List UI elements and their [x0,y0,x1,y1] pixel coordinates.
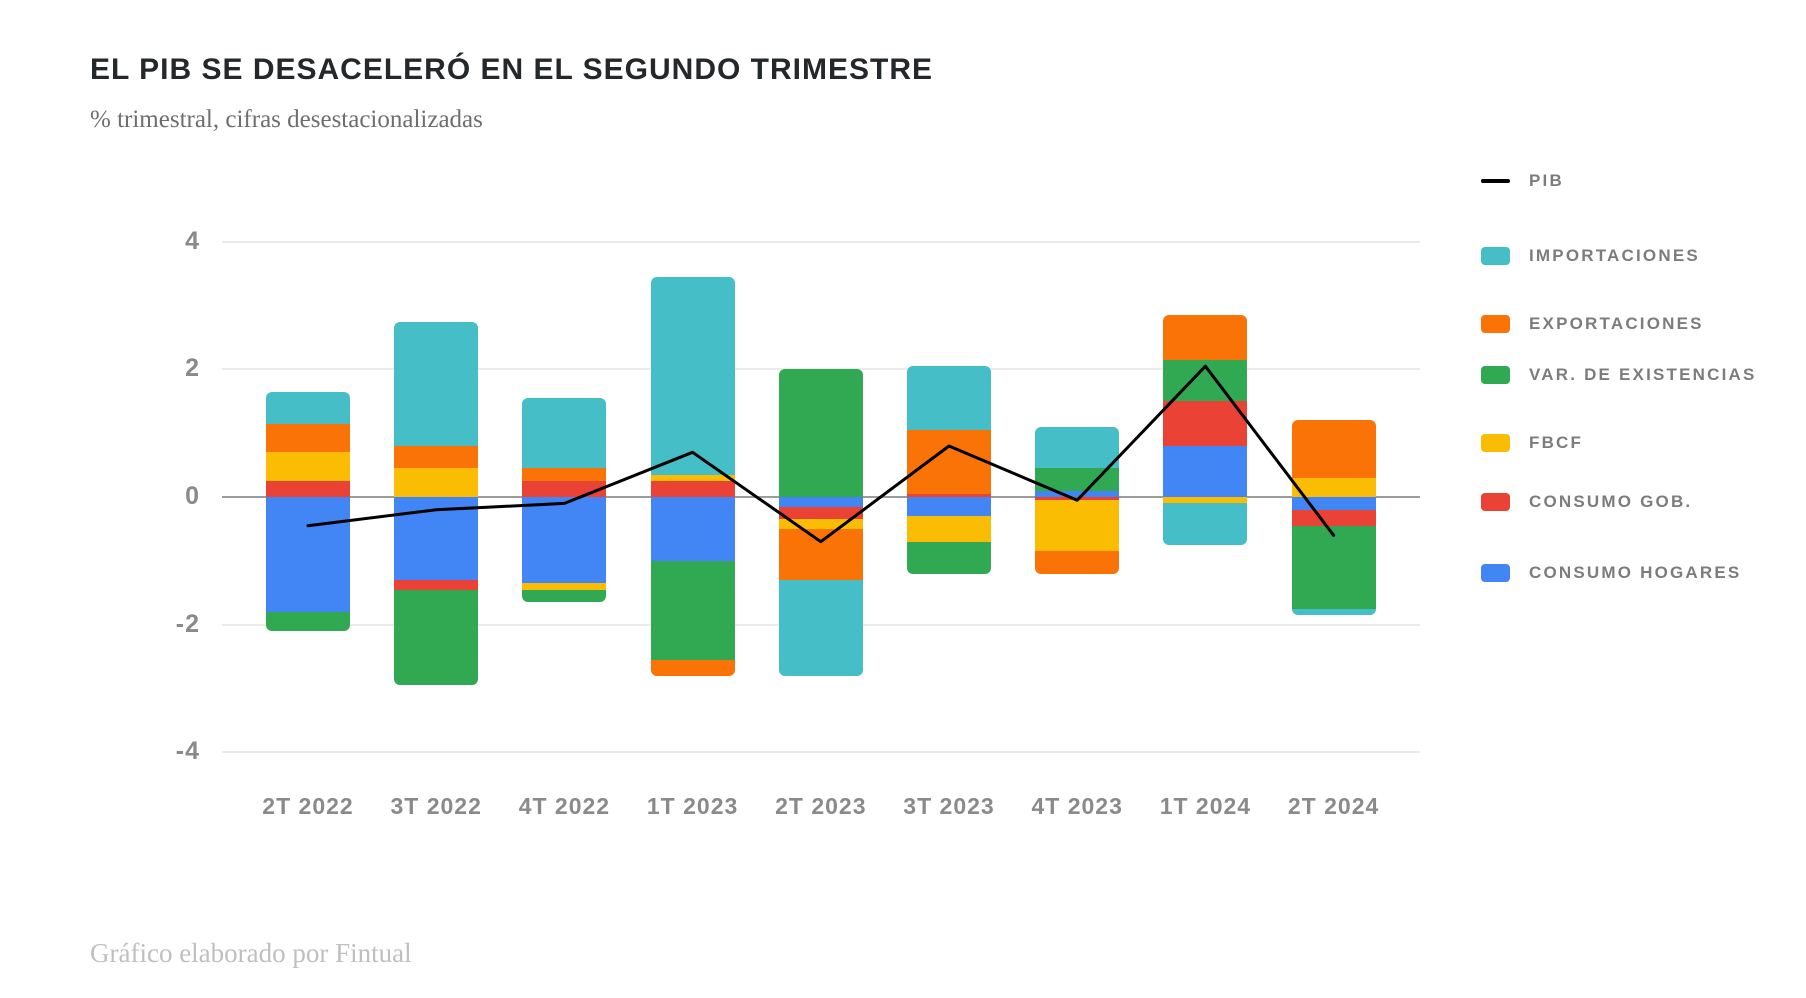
footer-credit: Gráfico elaborado por Fintual [90,938,412,968]
x-axis-label-1t-2024: 1T 2024 [1159,793,1252,819]
bar-segment-2t-2022-importaciones [266,391,350,424]
legend-color-swatch-icon [1481,315,1510,333]
legend-item-exportaciones: EXPORTACIONES [1481,309,1704,339]
bar-segment-2t-2023-exportaciones [778,528,863,580]
bar-segment-1t-2023-var-de-existencias [650,560,735,660]
gridline-4 [222,240,1420,243]
bar-segment-2t-2023-consumo-gob [778,506,863,520]
legend-line-swatch-icon [1481,179,1510,183]
bar-segment-3t-2022-exportaciones [394,445,479,469]
legend-label: PIB [1529,171,1564,190]
bar-segment-4t-2022-consumo-hogares [522,497,607,584]
chart-subtitle: % trimestral, cifras desestacionalizadas [90,106,483,133]
bar-segment-1t-2024-exportaciones [1163,315,1248,360]
bar-segment-3t-2023-importaciones [907,366,991,430]
bar-segment-2t-2022-var-de-existencias [266,611,350,631]
chart-title: EL PIB SE DESACELERÓ EN EL SEGUNDO TRIME… [90,53,934,86]
bar-segment-2t-2022-consumo-gob [266,481,350,497]
bar-segment-3t-2022-consumo-gob [394,579,479,590]
x-axis-label-4t-2022: 4T 2022 [518,793,611,819]
bar-segment-3t-2023-consumo-gob [907,493,991,497]
bar-segment-3t-2022-consumo-hogares [394,497,479,580]
y-axis-tick-4: 4 [185,226,200,255]
bar-segment-1t-2024-consumo-hogares [1163,445,1248,497]
bar-segment-2t-2024-fbcf [1291,477,1376,497]
legend-color-swatch-icon [1481,366,1510,384]
legend-label: IMPORTACIONES [1529,246,1700,265]
legend-color-swatch-icon [1481,434,1510,452]
bar-segment-2t-2024-consumo-hogares [1291,497,1376,510]
bar-segment-4t-2023-fbcf [1035,500,1120,552]
bar-segment-2t-2023-consumo-hogares [778,497,863,507]
x-axis-label-2t-2022: 2T 2022 [262,793,354,819]
legend: PIB IMPORTACIONES EXPORTACIONES VAR. DE EXI… [1481,0,1801,998]
bar-segment-4t-2022-consumo-gob [522,481,607,497]
gridline--4 [222,751,1420,754]
legend-label: CONSUMO GOB. [1529,492,1693,511]
bar-segment-2t-2022-fbcf [266,452,350,482]
bar-segment-2t-2024-consumo-gob [1291,509,1376,526]
legend-item-fbcf: FBCF [1481,428,1583,458]
legend-item-consumo-hogares: CONSUMO HOGARES [1481,558,1741,588]
bar-segment-4t-2023-importaciones [1035,426,1120,469]
bar-segment-2t-2024-var-de-existencias [1291,525,1376,609]
y-axis-tick-2: 2 [185,354,200,383]
bar-segment-1t-2023-importaciones [650,276,735,475]
bar-segment-1t-2023-consumo-gob [650,481,735,497]
bar-segment-3t-2023-consumo-hogares [907,497,991,517]
x-axis-label-3t-2023: 3T 2023 [903,793,995,819]
bar-segment-1t-2023-consumo-hogares [650,497,735,561]
legend-color-swatch-icon [1481,493,1510,511]
bar-segment-1t-2024-importaciones [1163,503,1248,545]
bar-segment-1t-2023-fbcf [650,474,735,482]
legend-label: FBCF [1529,433,1584,452]
y-axis-tick-0: 0 [185,482,200,510]
bar-segment-2t-2023-importaciones [778,579,863,676]
bar-segment-1t-2023-exportaciones [650,659,735,676]
bar-segment-3t-2023-fbcf [907,516,991,542]
bar-segment-2t-2024-exportaciones [1291,420,1376,478]
y-axis-tick--2: -2 [175,609,200,638]
x-axis-label-2t-2024: 2T 2024 [1287,793,1380,819]
bar-segment-3t-2023-var-de-existencias [907,541,991,574]
legend-item-consumo-gob: CONSUMO GOB. [1481,487,1692,517]
legend-item-pib: PIB [1481,166,1564,196]
y-axis-tick--4: -4 [175,737,200,766]
bar-segment-4t-2022-exportaciones [522,468,607,482]
bar-segment-4t-2023-exportaciones [1035,551,1120,574]
bar-segment-4t-2022-importaciones [522,398,607,469]
bar-segment-2t-2023-var-de-existencias [778,369,863,497]
bar-segment-3t-2022-fbcf [394,468,479,497]
legend-item-var-de-existencias: VAR. DE EXISTENCIAS [1481,360,1757,390]
bar-segment-1t-2024-consumo-gob [1163,401,1248,446]
bar-segment-3t-2022-var-de-existencias [394,589,479,686]
bar-segment-4t-2022-fbcf [522,583,607,590]
legend-label: CONSUMO HOGARES [1529,563,1742,582]
legend-color-swatch-icon [1481,564,1510,582]
bar-segment-2t-2022-exportaciones [266,423,350,453]
bar-segment-1t-2024-var-de-existencias [1163,359,1248,402]
legend-color-swatch-icon [1481,247,1510,265]
bar-segment-3t-2022-importaciones [394,321,479,446]
x-axis-label-3t-2022: 3T 2022 [390,793,482,819]
bar-segment-4t-2022-var-de-existencias [522,589,607,603]
bar-segment-2t-2023-fbcf [778,519,863,529]
bar-segment-2t-2022-consumo-hogares [266,497,350,612]
legend-label: EXPORTACIONES [1529,314,1704,333]
legend-item-importaciones: IMPORTACIONES [1481,241,1700,271]
x-axis-label-2t-2023: 2T 2023 [775,793,867,819]
x-axis-label-1t-2023: 1T 2023 [646,793,739,819]
legend-label: VAR. DE EXISTENCIAS [1529,365,1757,384]
bar-segment-4t-2023-var-de-existencias [1035,468,1120,491]
x-axis-label-4t-2023: 4T 2023 [1031,793,1123,819]
bar-segment-2t-2024-importaciones [1291,608,1376,616]
bar-segment-3t-2023-exportaciones [907,430,991,494]
